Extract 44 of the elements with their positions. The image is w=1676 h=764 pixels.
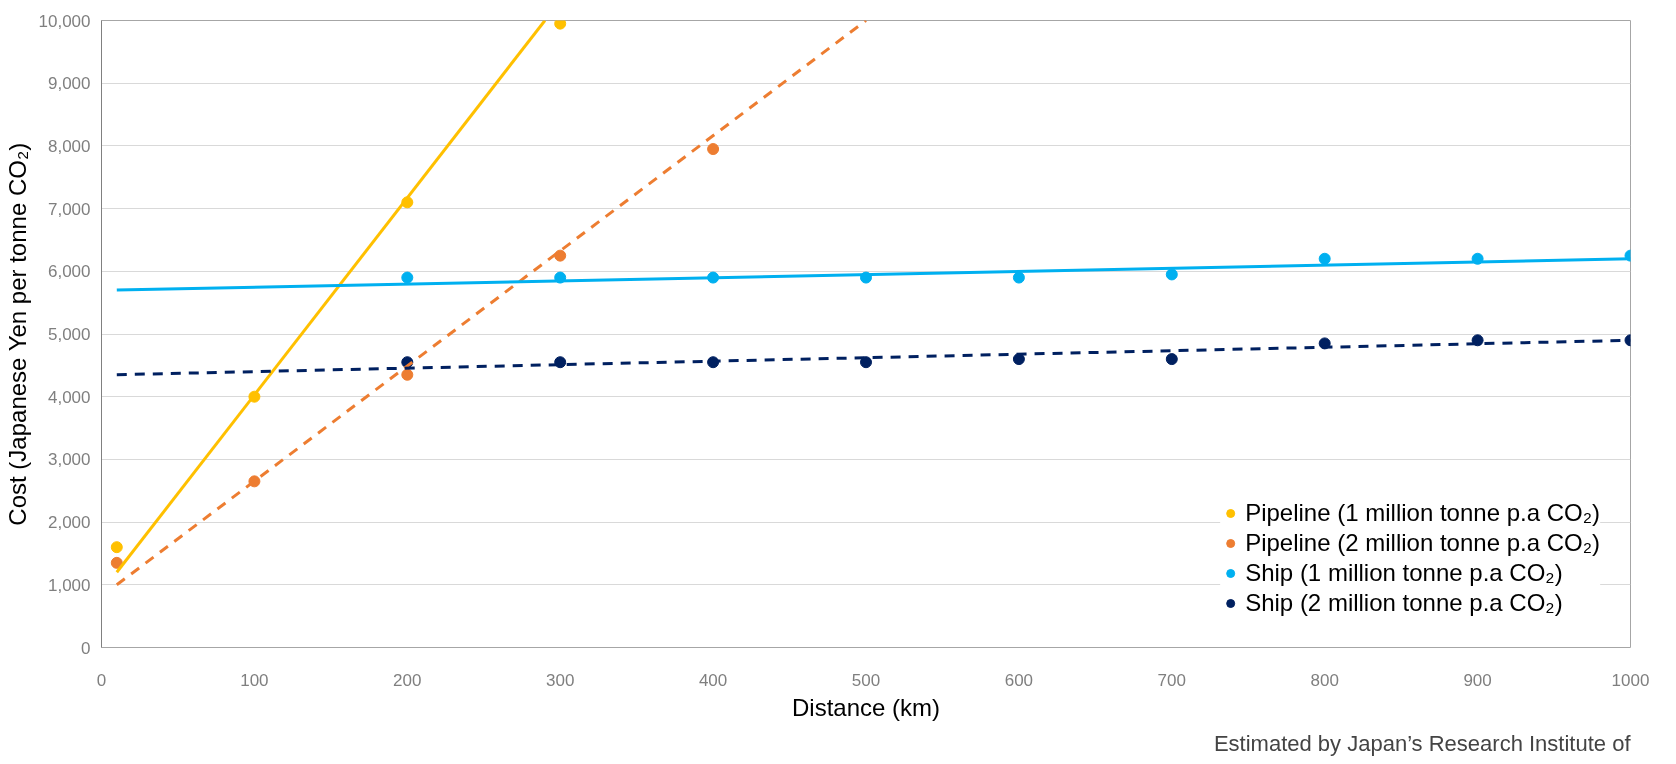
y-tick-label: 6,000 — [47, 262, 91, 282]
point — [110, 556, 123, 569]
point — [401, 271, 414, 284]
y-tick-label: 8,000 — [47, 136, 91, 156]
x-tick-label: 800 — [1310, 670, 1339, 690]
point — [1012, 353, 1025, 366]
x-axis-title: Distance (km) — [791, 693, 941, 721]
legend-label: Pipeline (2 million tonne p.a CO₂) — [1245, 529, 1600, 557]
point — [554, 356, 567, 369]
legend-label: Ship (1 million tonne p.a CO₂) — [1245, 559, 1563, 587]
x-tick-label: 500 — [851, 670, 881, 690]
point — [1318, 252, 1331, 265]
point — [401, 368, 414, 381]
point — [1165, 353, 1178, 366]
legend-label: Ship (2 million tonne p.a CO₂) — [1245, 589, 1563, 617]
y-tick-label: 4,000 — [47, 387, 91, 407]
point — [554, 20, 567, 30]
legend-label: Pipeline (1 million tonne p.a CO₂) — [1245, 499, 1600, 527]
point — [860, 356, 872, 369]
y-axis-title: Cost (Japanese Yen per tonne CO₂) — [3, 142, 31, 526]
x-tick-label: 400 — [698, 670, 728, 690]
x-tick-label: 1000 — [1611, 670, 1650, 690]
x-tick-label: 0 — [96, 670, 107, 690]
x-tick-label: 900 — [1463, 670, 1492, 690]
point — [110, 541, 123, 554]
x-tick-label: 200 — [393, 670, 422, 690]
y-tick-label: 2,000 — [47, 513, 91, 533]
point — [1471, 334, 1484, 347]
text: Estimated by Japan’s Research Institute of — [1213, 730, 1632, 756]
y-tick-label: 10,000 — [38, 11, 91, 31]
y-tick-label: 1,000 — [47, 575, 91, 595]
point — [1012, 271, 1025, 284]
y-tick-label: 0 — [81, 638, 91, 658]
y-tick-label: 5,000 — [47, 325, 91, 344]
x-tick-label: 700 — [1157, 670, 1186, 690]
point — [554, 249, 567, 262]
x-tick-label: 300 — [546, 670, 575, 690]
x-tick-label: 100 — [240, 670, 269, 690]
y-tick-label: 3,000 — [47, 450, 91, 470]
point — [1165, 268, 1178, 281]
point — [707, 143, 720, 156]
y-tick-label: 9,000 — [47, 74, 91, 94]
x-tick-label: 600 — [1004, 670, 1034, 690]
y-tick-label: 7,000 — [47, 199, 91, 219]
